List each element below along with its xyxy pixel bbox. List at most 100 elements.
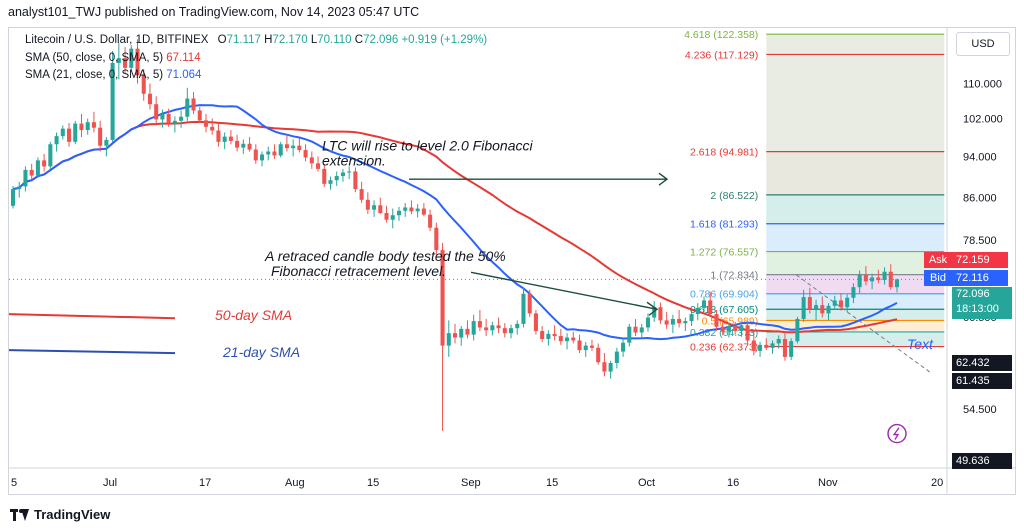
candle-body xyxy=(509,328,514,334)
candle xyxy=(639,323,644,339)
candle xyxy=(73,120,78,145)
candle-body xyxy=(614,351,619,364)
candle-body xyxy=(247,143,252,150)
low-label: L xyxy=(310,34,318,46)
candle xyxy=(745,321,750,344)
candle xyxy=(434,222,439,255)
candle xyxy=(515,320,520,335)
candle-body xyxy=(359,189,364,200)
fib-zone-band xyxy=(766,251,945,275)
candle xyxy=(154,96,159,126)
sma50-line xyxy=(12,120,898,334)
price-tick-label: 54.500 xyxy=(963,404,997,416)
candle-body xyxy=(565,337,570,342)
currency-button[interactable]: USD xyxy=(956,32,1010,56)
candle xyxy=(303,144,308,162)
sma21-legend-value: 71.064 xyxy=(166,69,202,81)
fib-level-label: 0.786 (69.904) xyxy=(690,289,758,301)
candle xyxy=(683,317,688,332)
candle-body xyxy=(558,336,563,342)
candle-body xyxy=(104,139,109,146)
candle xyxy=(110,50,115,142)
candle-body xyxy=(415,208,420,212)
candle xyxy=(645,313,651,332)
candle-body xyxy=(322,168,327,184)
footer-brand[interactable]: TradingView xyxy=(10,507,110,522)
candle xyxy=(266,146,271,161)
candle xyxy=(733,321,738,335)
candle xyxy=(17,181,22,198)
candle xyxy=(838,293,843,311)
low-edge-price-tag: 49.636 xyxy=(952,453,1012,469)
candle xyxy=(396,206,401,221)
candle-body xyxy=(515,323,520,329)
candle-body xyxy=(116,58,121,63)
candle xyxy=(627,323,632,347)
candle-body xyxy=(291,145,296,149)
candle xyxy=(48,141,53,169)
candle xyxy=(565,333,570,350)
candle-body xyxy=(241,143,246,148)
candle-body xyxy=(235,140,240,148)
candle xyxy=(365,192,370,215)
candle-body xyxy=(10,189,16,206)
candle-body xyxy=(191,98,196,111)
time-tick-label: 17 xyxy=(199,477,211,489)
candle-body xyxy=(203,120,209,127)
candle-body xyxy=(695,307,700,315)
candle-body xyxy=(589,345,594,348)
candle xyxy=(340,168,345,182)
candle xyxy=(882,267,887,285)
candle xyxy=(876,269,881,284)
candle xyxy=(334,171,339,186)
tradingview-logo-icon xyxy=(10,508,29,521)
candle xyxy=(633,318,638,337)
candle-body xyxy=(701,300,707,308)
low-value: 70.110 xyxy=(317,34,352,46)
candle-body xyxy=(210,126,215,131)
candle xyxy=(558,328,563,345)
candle-body xyxy=(677,318,682,324)
price-chart[interactable]: 110.000102.00094.00086.00078.50066.50058… xyxy=(9,28,1015,494)
price-tick-label: 78.500 xyxy=(963,235,997,247)
sma21-price-tag: 62.432 xyxy=(952,355,1012,371)
candle-body xyxy=(446,333,451,346)
sma50-legend-line xyxy=(9,313,176,320)
candle xyxy=(409,200,414,215)
candle xyxy=(278,141,283,158)
candle-body xyxy=(789,341,794,357)
candle xyxy=(247,137,252,152)
candle xyxy=(191,92,196,115)
candle-body xyxy=(608,363,613,372)
candle-body xyxy=(726,326,731,332)
candle xyxy=(502,323,507,338)
candle xyxy=(222,132,227,150)
price-tick-label: 110.000 xyxy=(963,79,1002,91)
candle-body xyxy=(73,123,78,142)
candle xyxy=(29,163,34,180)
fib-zone-band xyxy=(766,194,945,224)
candle xyxy=(720,318,725,336)
candle xyxy=(701,296,707,313)
candle xyxy=(91,111,96,133)
candle-body xyxy=(297,145,302,151)
candle-body xyxy=(689,314,694,322)
candle-body xyxy=(782,338,787,357)
fib-zone-band xyxy=(766,274,945,294)
chart-frame[interactable]: 110.000102.00094.00086.00078.50066.50058… xyxy=(8,27,1016,495)
candle xyxy=(814,299,819,321)
candle-body xyxy=(876,277,881,281)
time-tick-label: Aug xyxy=(285,477,305,489)
candle-body xyxy=(807,297,812,310)
candle-body xyxy=(664,320,669,325)
candle xyxy=(521,287,526,328)
candle-body xyxy=(272,151,277,156)
candle xyxy=(465,320,470,339)
candle xyxy=(863,266,868,286)
candle xyxy=(60,125,65,140)
candle-body xyxy=(23,169,28,187)
time-tick-label: Oct xyxy=(638,477,655,489)
annotation-line: extension. xyxy=(322,153,386,169)
candle xyxy=(471,314,476,341)
sma21-line xyxy=(12,104,898,341)
